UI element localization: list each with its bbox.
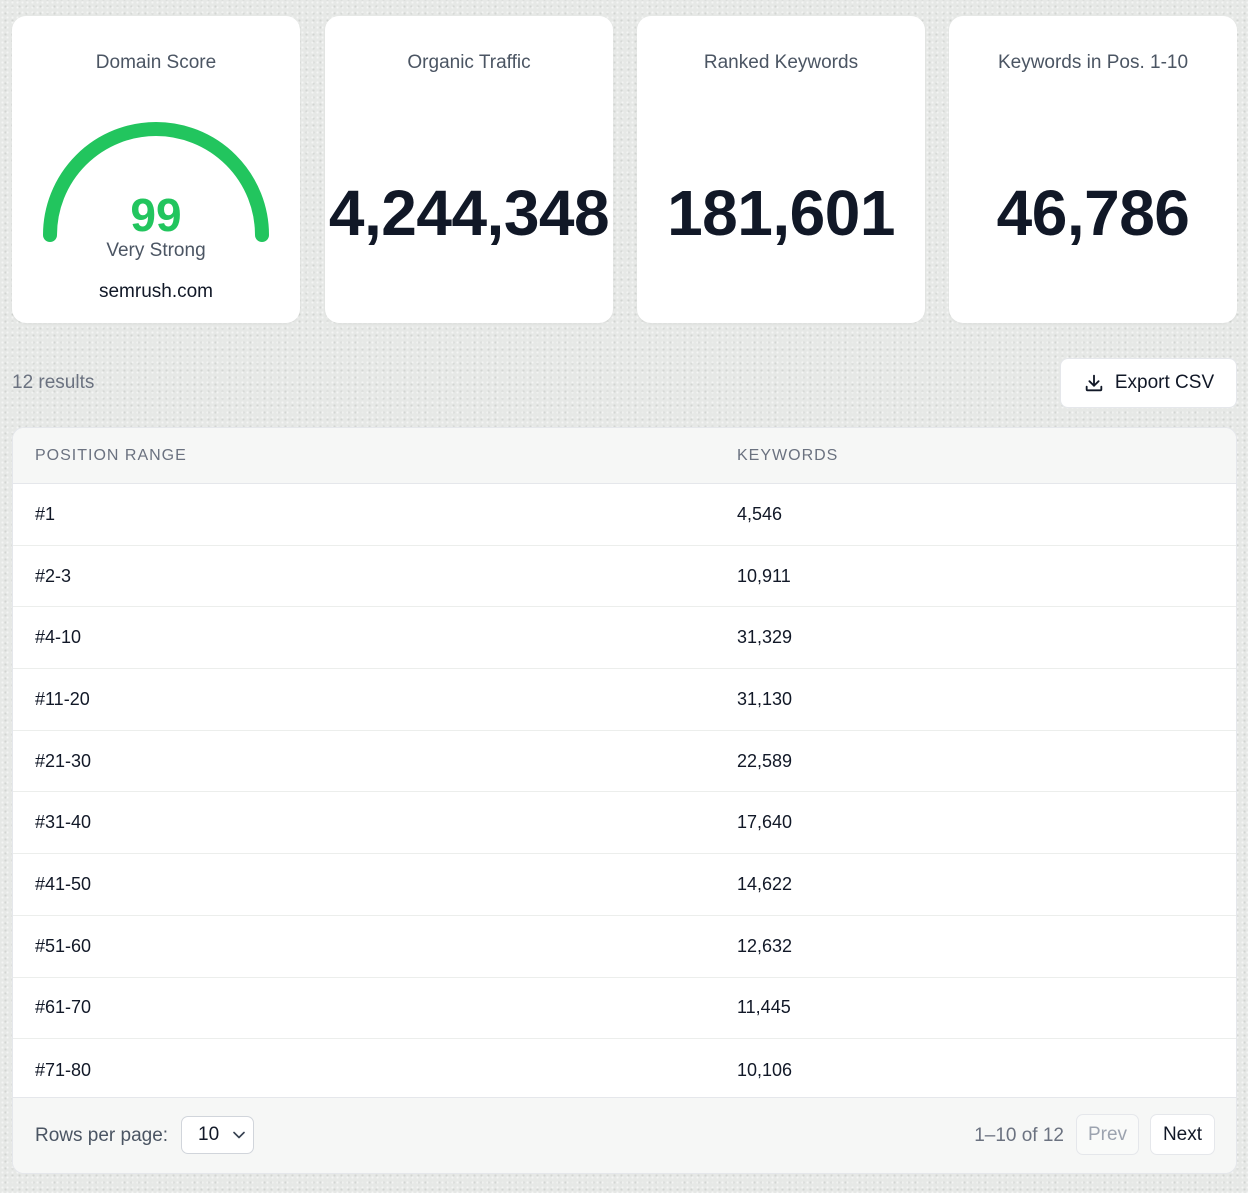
table-row: #61-70 11,445 [13,978,1236,1040]
table-row: #51-60 12,632 [13,916,1236,978]
position-range-cell: #21-30 [35,750,92,771]
keywords-cell: 11,445 [737,997,791,1018]
position-range-cell: #71-80 [35,1059,92,1080]
keywords-cell: 22,589 [737,750,793,771]
card-title: Domain Score [95,52,217,73]
rows-per-page-label: Rows per page: [35,1125,169,1146]
keywords-cell: 10,106 [737,1059,793,1080]
position-table: POSITION RANGE KEYWORDS #1 4,546 #2-3 10,9… [12,427,1237,1174]
organic-traffic-card: Organic Traffic 4,244,348 [325,16,613,323]
position-range-cell: #61-70 [35,997,92,1018]
export-csv-label: Export CSV [1114,372,1215,393]
score-value: 99 [130,189,182,241]
keywords-top10-card: Keywords in Pos. 1-10 46,786 [949,16,1237,323]
export-csv-button[interactable]: Export CSV [1060,358,1237,408]
table-footer: Rows per page: 10 1–10 of 12 Prev Next [13,1097,1236,1173]
position-range-cell: #4-10 [35,627,82,648]
keywords-cell: 31,329 [737,627,793,648]
rows-per-page-value: 10 [198,1124,220,1145]
download-icon [1085,374,1103,392]
card-title: Keywords in Pos. 1-10 [997,52,1189,73]
card-title: Organic Traffic [407,52,531,73]
table-row: #71-80 10,106 [13,1039,1236,1101]
next-page-button[interactable]: Next [1150,1114,1215,1155]
keywords-cell: 10,911 [737,565,791,586]
domain-score-card: Domain Score 99 Very Strong semrush.com [12,16,300,323]
position-range-cell: #1 [35,503,56,524]
position-range-cell: #2-3 [35,565,72,586]
chevron-down-icon [233,1131,245,1139]
column-header-keywords: KEYWORDS [737,446,839,464]
keywords-cell: 12,632 [737,935,793,956]
table-row: #2-3 10,911 [13,546,1236,608]
table-row: #11-20 31,130 [13,669,1236,731]
table-row: #41-50 14,622 [13,854,1236,916]
keywords-cell: 4,546 [737,503,783,524]
position-range-cell: #11-20 [35,688,90,709]
keywords-cell: 31,130 [737,688,793,709]
gauge-arc [43,122,269,242]
table-row: #1 4,546 [13,484,1236,546]
table-body: #1 4,546 #2-3 10,911 #4-10 31,329 #11-20 31,… [13,484,1236,1101]
keywords-top10-value: 46,786 [996,177,1190,249]
domain-name: semrush.com [98,281,214,302]
table-row: #31-40 17,640 [13,792,1236,855]
keywords-cell: 14,622 [737,873,793,894]
card-title: Ranked Keywords [703,52,859,73]
position-range-cell: #41-50 [35,873,92,894]
rows-per-page-select[interactable]: 10 [181,1116,254,1154]
score-rating: Very Strong [106,240,206,261]
column-header-position-range: POSITION RANGE [35,446,187,464]
position-range-cell: #31-40 [35,812,92,833]
page-range-info: 1–10 of 12 [974,1125,1064,1146]
organic-traffic-value: 4,244,348 [328,177,610,249]
prev-page-button[interactable]: Prev [1076,1114,1139,1155]
position-range-cell: #51-60 [35,935,92,956]
table-row: #21-30 22,589 [13,731,1236,793]
table-row: #4-10 31,329 [13,607,1236,670]
table-header: POSITION RANGE KEYWORDS [13,428,1236,484]
keywords-cell: 17,640 [737,812,793,833]
results-count: 12 results [12,372,95,393]
ranked-keywords-card: Ranked Keywords 181,601 [637,16,925,323]
ranked-keywords-value: 181,601 [667,177,895,249]
score-gauge [43,122,269,242]
